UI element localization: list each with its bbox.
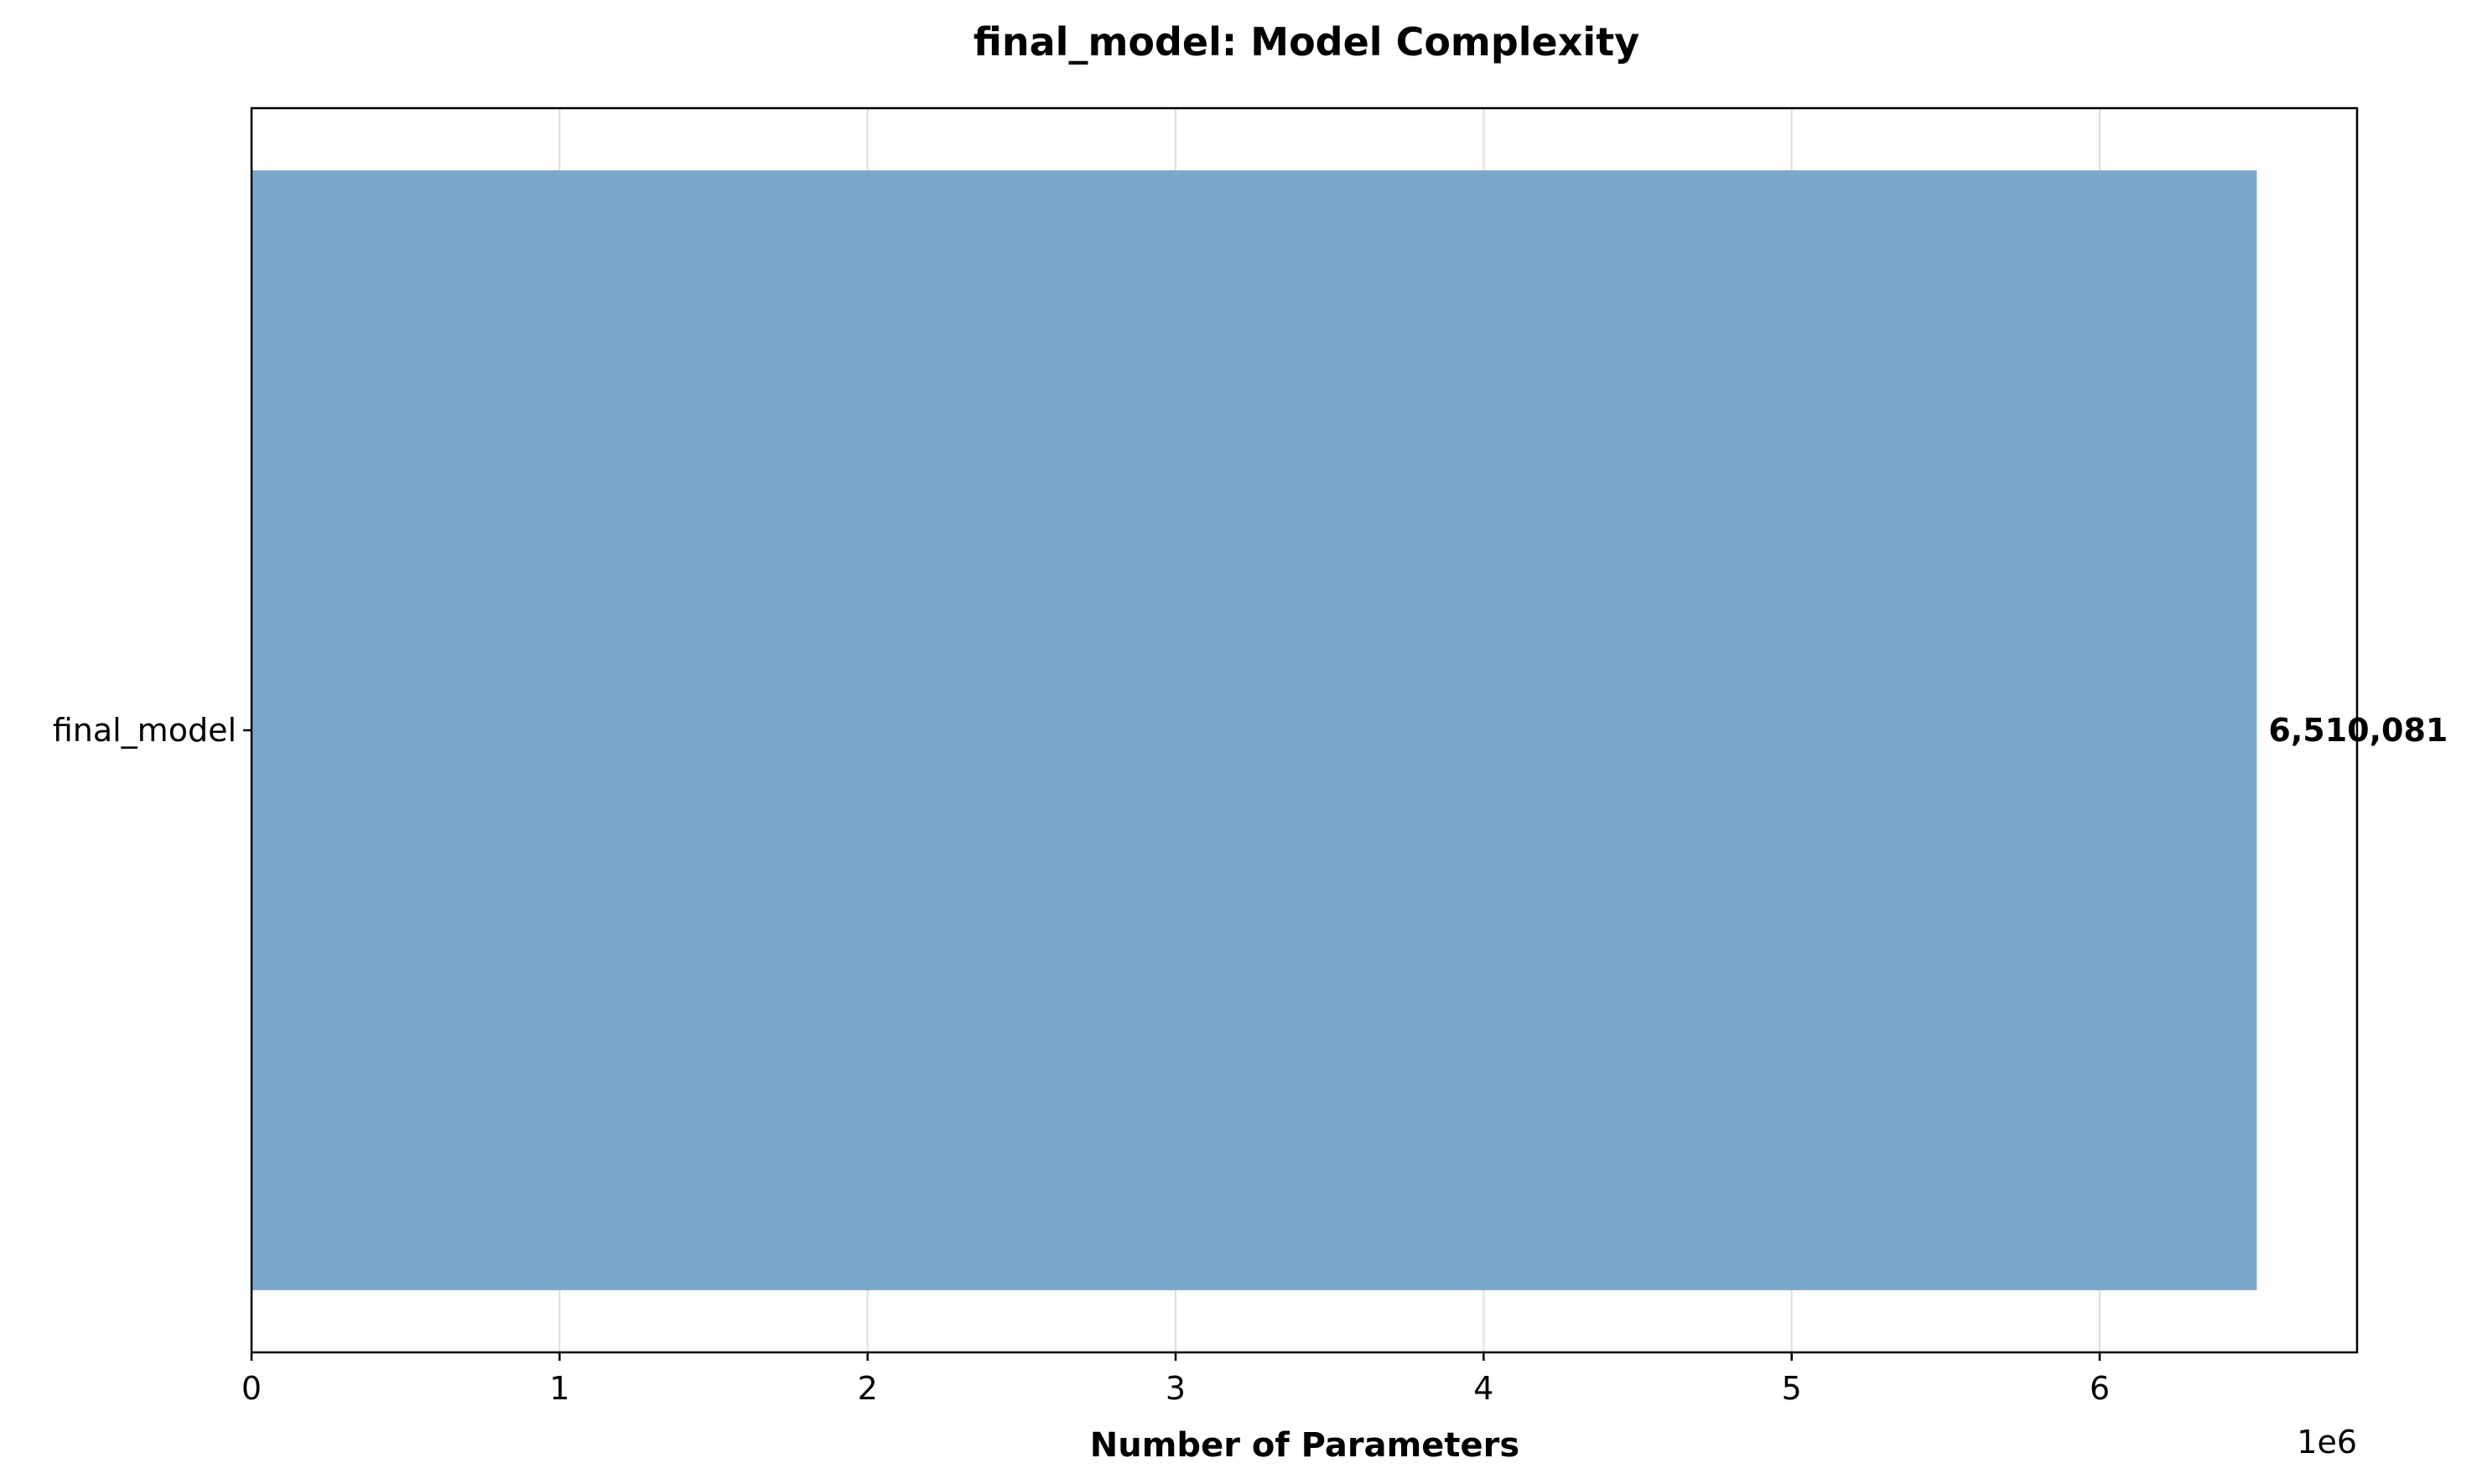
x-axis-offset-label: 1e6	[2297, 1424, 2357, 1461]
x-tick-label: 6	[2090, 1370, 2110, 1407]
bar-final_model	[252, 170, 2257, 1290]
x-tick-label: 3	[1166, 1370, 1186, 1407]
x-tick-label: 0	[241, 1370, 262, 1407]
x-tick-label: 2	[858, 1370, 878, 1407]
x-tick-label: 5	[1782, 1370, 1802, 1407]
bars	[252, 170, 2257, 1290]
x-tick-label: 1	[549, 1370, 569, 1407]
y-tick-label: final_model	[53, 712, 236, 749]
y-axis-ticks: final_model	[53, 712, 252, 749]
bar-value-label: 6,510,081	[2268, 712, 2448, 749]
chart-title: final_model: Model Complexity	[974, 19, 1639, 65]
x-tick-label: 4	[1473, 1370, 1493, 1407]
x-axis-ticks: 0 1 2 3 4 5 6	[241, 1352, 2110, 1407]
x-axis-label: Number of Parameters	[1090, 1426, 1519, 1465]
data-labels: 6,510,081	[2268, 712, 2448, 749]
